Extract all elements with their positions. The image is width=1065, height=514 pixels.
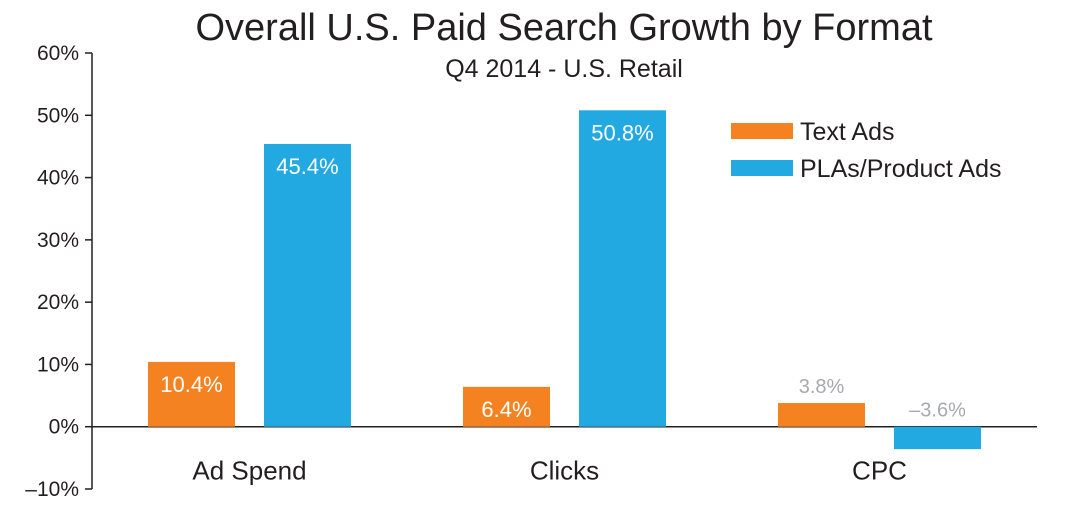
y-tick-label: 0%: [49, 416, 79, 439]
chart-subtitle: Q4 2014 - U.S. Retail: [445, 55, 683, 83]
legend-swatch: [731, 160, 793, 176]
bar-data-label: 6.4%: [481, 397, 531, 422]
bar-plas-product-ads-clicks: [579, 110, 666, 427]
x-category-label: CPC: [852, 456, 907, 486]
category-labels: Ad Spend Clicks CPC: [192, 456, 907, 486]
legend-swatch: [731, 123, 793, 139]
x-category-label: Ad Spend: [192, 456, 306, 486]
bar-data-label: 50.8%: [591, 120, 653, 145]
bar-plas-product-ads-cpc: [894, 426, 981, 450]
y-tick-label: 10%: [37, 353, 79, 376]
bar-text-ads-ad-spend: [148, 361, 235, 427]
y-tick-label: –10%: [25, 478, 79, 501]
bar-data-label: 10.4%: [160, 372, 222, 397]
legend-label: Text Ads: [800, 118, 895, 146]
bar-text-ads-clicks: [463, 386, 550, 427]
y-tick-label: 20%: [37, 291, 79, 314]
bar-text-ads-cpc: [778, 403, 865, 427]
chart-title: Overall U.S. Paid Search Growth by Forma…: [195, 7, 932, 49]
bars: 10.4% 45.4% 6.4% 50.8% 3.8% –3.6%: [148, 110, 981, 450]
legend: Text Ads PLAs/Product Ads: [731, 118, 1002, 183]
y-tick-label: 40%: [37, 167, 79, 190]
bar-data-label: 3.8%: [799, 376, 845, 398]
y-axis-ticks: 60% 50% 40% 30% 20% 10% 0% –10%: [25, 42, 92, 501]
y-tick-label: 60%: [37, 42, 79, 65]
bar-data-label: 45.4%: [276, 154, 338, 179]
bar-plas-product-ads-ad-spend: [264, 143, 351, 427]
legend-label: PLAs/Product Ads: [800, 155, 1002, 183]
x-category-label: Clicks: [530, 456, 599, 486]
bar-data-label: –3.6%: [909, 400, 966, 422]
y-tick-label: 30%: [37, 229, 79, 252]
y-tick-label: 50%: [37, 104, 79, 127]
